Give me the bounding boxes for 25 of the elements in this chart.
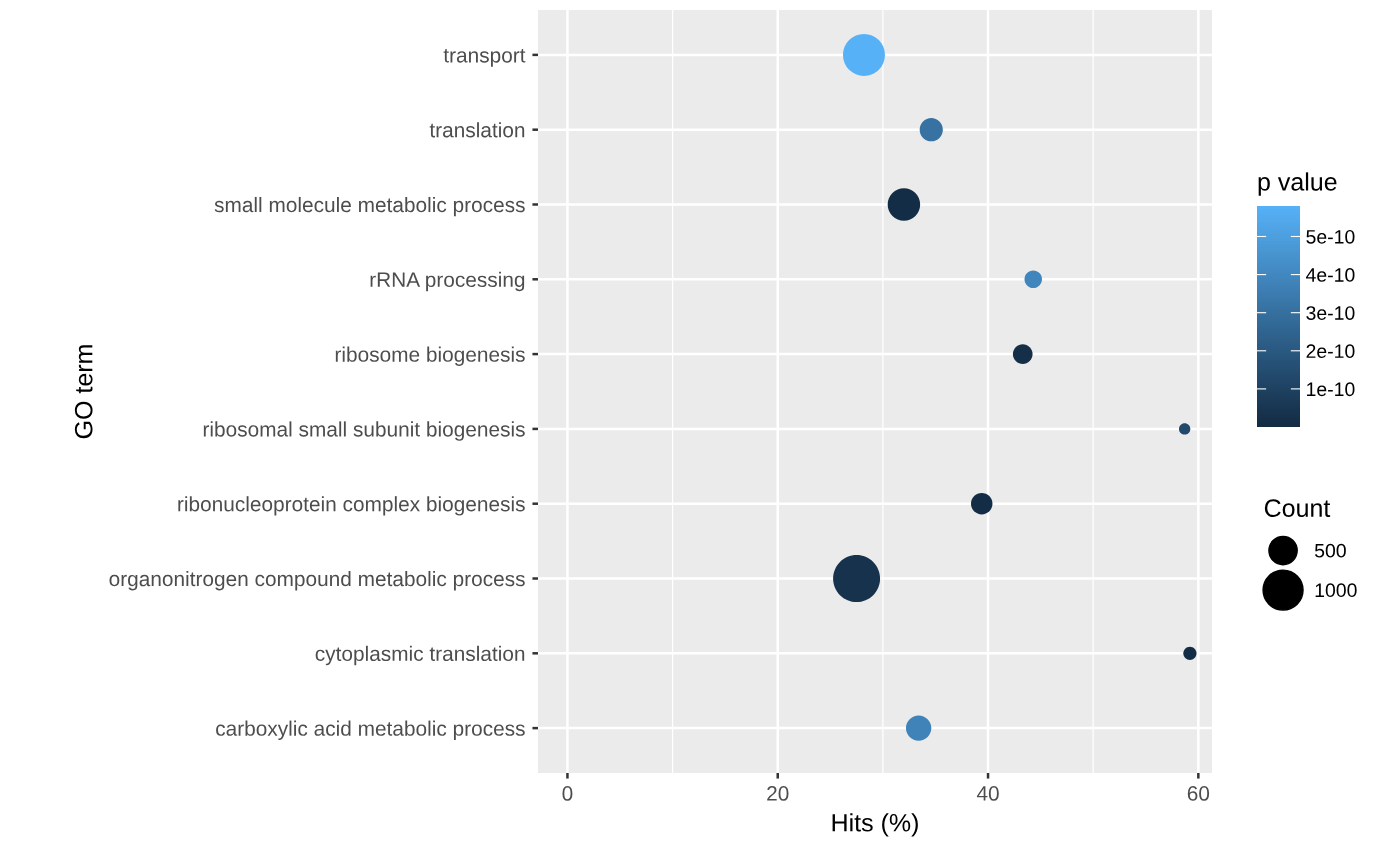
legend-title: Count bbox=[1264, 499, 1331, 517]
y-tick-label: ribosome biogenesis bbox=[335, 346, 525, 366]
x-axis-title: Hits (%) bbox=[832, 813, 918, 837]
x-tick-label: 0 bbox=[562, 786, 573, 801]
legend-label: 1000 bbox=[1315, 583, 1357, 598]
y-tick-label: ribonucleoprotein complex biogenesis bbox=[178, 496, 525, 516]
color-bar-label: 2e-10 bbox=[1306, 344, 1355, 359]
x-tick-label: 20 bbox=[767, 786, 789, 801]
y-tick-label: transport bbox=[443, 48, 526, 67]
y-tick-label: translation bbox=[429, 122, 525, 138]
y-tick-label: small molecule metabolic process bbox=[214, 196, 525, 217]
x-tick-label: 60 bbox=[1187, 786, 1210, 801]
y-tick-label: cytoplasmic translation bbox=[315, 645, 525, 666]
y-axis-title: GO term bbox=[74, 345, 93, 439]
y-tick-label: ribosomal small subunit biogenesis bbox=[203, 421, 525, 441]
color-bar-label: 3e-10 bbox=[1306, 306, 1355, 320]
legend-label: 500 bbox=[1314, 543, 1346, 558]
x-tick-label: 40 bbox=[976, 786, 999, 801]
color-bar-label: 1e-10 bbox=[1307, 382, 1355, 397]
y-tick-label: carboxylic acid metabolic process bbox=[216, 720, 525, 740]
y-tick-label: organonitrogen compound metabolic process bbox=[109, 570, 525, 591]
color-bar-label: 5e-10 bbox=[1306, 229, 1355, 244]
y-tick-label: rRNA processing bbox=[370, 271, 525, 292]
color-bar-label: 4e-10 bbox=[1306, 268, 1355, 282]
color-bar-title: p value bbox=[1258, 172, 1337, 196]
